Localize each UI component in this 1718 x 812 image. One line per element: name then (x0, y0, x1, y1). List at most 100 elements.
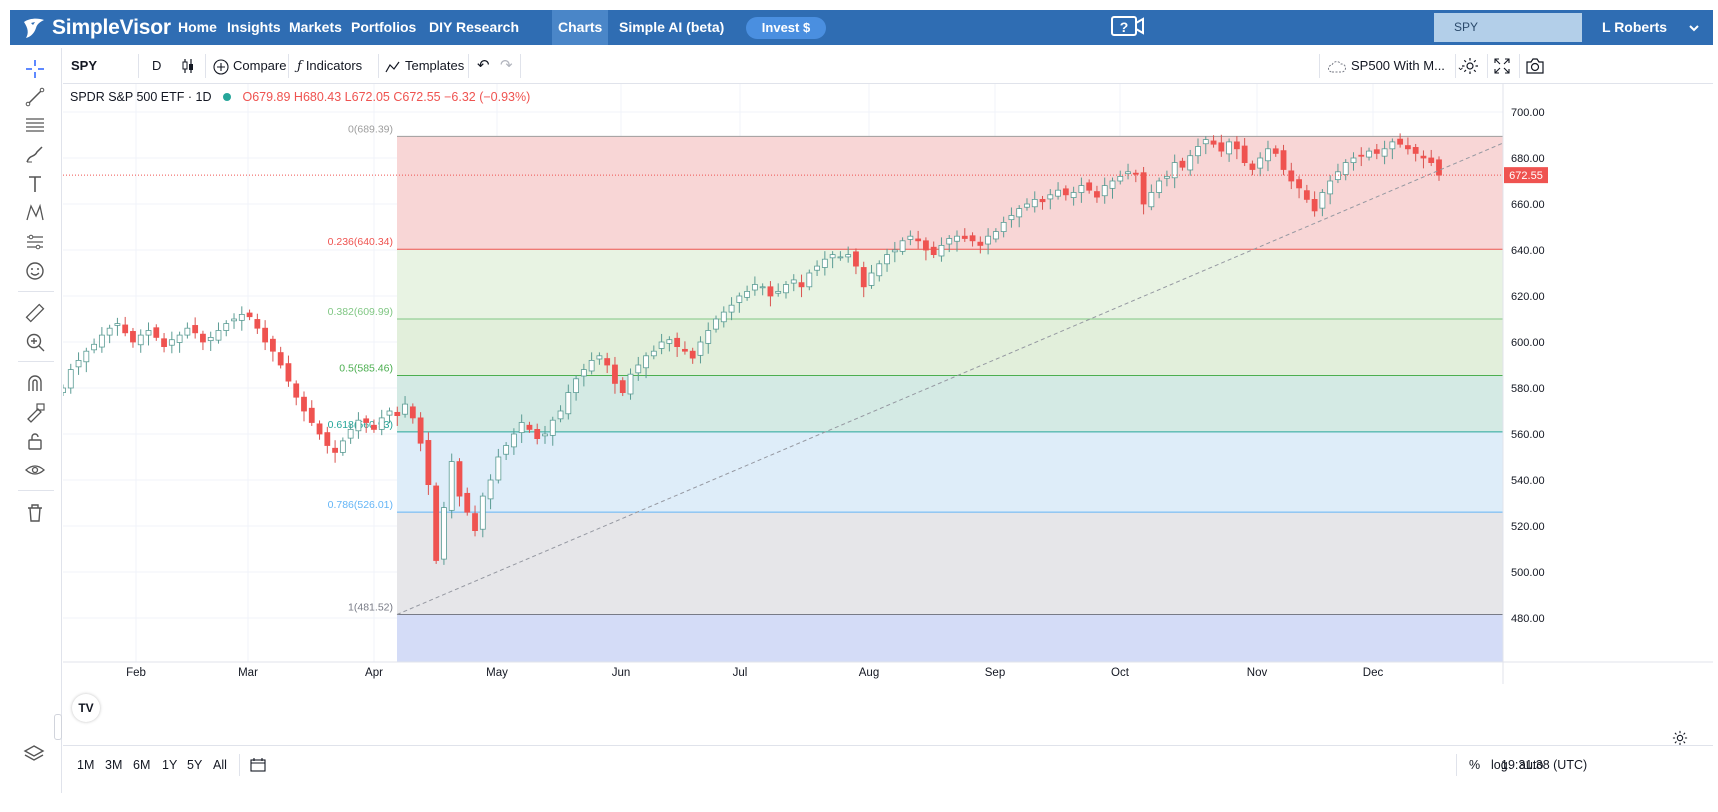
redo-icon[interactable]: ↷ (500, 57, 513, 74)
interval-selector[interactable]: D (152, 58, 162, 73)
fib-zone (397, 375, 1503, 432)
fib-retracement-drawing[interactable]: 0(689.39) 0.236(640.34) 0.382(609.99) 0.5(5… (328, 123, 1503, 662)
range-5y[interactable]: 5Y (187, 758, 203, 772)
prediction-icon[interactable] (24, 231, 46, 253)
candle-body (145, 330, 152, 336)
candle-body (1249, 163, 1256, 170)
candle-body (1373, 149, 1380, 154)
price-tick-label: 580.00 (1511, 383, 1545, 395)
candle-body (1428, 157, 1435, 163)
nav-simple-ai[interactable]: Simple AI (beta) (619, 19, 725, 35)
candle-body (549, 419, 556, 436)
zoom-in-icon[interactable] (24, 331, 46, 353)
candle-body (75, 359, 82, 368)
chart-toolbar: SPY D Compare ƒ Indicators Templates ↶ ↷ … (63, 48, 1713, 84)
price-chart[interactable]: 0(689.39) 0.236(640.34) 0.382(609.99) 0.5(5… (63, 84, 1713, 745)
fullscreen-icon[interactable] (1494, 58, 1510, 74)
magnet-icon[interactable] (24, 372, 46, 394)
compare-button[interactable]: Compare (213, 48, 286, 84)
price-tick-label: 680.00 (1511, 153, 1545, 165)
range-all[interactable]: All (213, 758, 227, 772)
crosshair-icon[interactable] (24, 58, 46, 80)
nav-diy-research[interactable]: DIY Research (429, 19, 520, 35)
candle-style-icon[interactable] (181, 58, 195, 74)
symbol-selector[interactable]: SPY (71, 58, 98, 73)
gear-icon[interactable] (1461, 57, 1479, 75)
candle-body (1078, 185, 1085, 193)
candle-body (433, 485, 440, 561)
chevron-down-icon[interactable] (1688, 23, 1700, 33)
price-tick-label: 620.00 (1511, 291, 1545, 303)
candle-body (355, 419, 362, 432)
time-tick-label: Sep (985, 667, 1005, 679)
price-tick-label: 560.00 (1511, 429, 1545, 441)
user-menu[interactable]: L Roberts (1602, 19, 1668, 35)
range-6m[interactable]: 6M (133, 758, 151, 772)
date-range-icon[interactable] (250, 758, 266, 772)
layers-icon[interactable] (23, 743, 45, 765)
ruler-icon[interactable] (24, 302, 46, 324)
fib-retracement-icon[interactable] (24, 114, 46, 136)
candle-body (1062, 188, 1069, 196)
candle-body (759, 286, 766, 289)
nav-markets[interactable]: Markets (289, 19, 342, 35)
trend-line[interactable] (396, 142, 1504, 615)
percent-scale-toggle[interactable]: % (1469, 758, 1481, 772)
candle-body (301, 396, 307, 412)
trend-line-drawing[interactable] (396, 142, 1504, 615)
candle-body (720, 311, 727, 323)
range-1m[interactable]: 1M (77, 758, 95, 772)
toolbar-divider (468, 54, 469, 78)
candle-body (215, 330, 222, 341)
candle-body (814, 265, 820, 271)
fib-level-label: 0.382(609.99) (328, 306, 393, 318)
layout-selector[interactable]: SP500 With M... ⌄ (1327, 48, 1465, 84)
candle-body (223, 323, 230, 331)
invest-button[interactable]: Invest $ (746, 17, 826, 39)
pattern-icon[interactable] (24, 202, 46, 224)
candle-body (1218, 142, 1225, 152)
brush-icon[interactable] (24, 144, 46, 166)
candle-body (1296, 179, 1302, 189)
auto-scale-toggle[interactable]: auto (1519, 758, 1544, 772)
trend-line-icon[interactable] (24, 86, 46, 108)
eye-icon[interactable] (24, 459, 46, 481)
candle-body (798, 282, 805, 288)
candlestick-series (63, 133, 1442, 565)
toolbar-collapse-handle[interactable] (54, 714, 62, 740)
templates-button[interactable]: Templates (385, 48, 464, 84)
nav-charts[interactable]: Charts (552, 10, 609, 45)
brand-logo[interactable]: SimpleVisor (22, 14, 171, 41)
candle-body (977, 241, 984, 246)
candle-body (837, 256, 844, 259)
nav-home[interactable]: Home (178, 19, 217, 35)
svg-text:?: ? (1120, 19, 1129, 35)
chart-axes: 700.00 680.00 660.00 640.00 620.00 600.00 580.… (63, 84, 1713, 684)
clock-utc[interactable]: 19:31:38 (UTC) (1501, 758, 1588, 772)
candle-body (829, 254, 836, 259)
help-video-icon[interactable]: ? (1110, 15, 1146, 39)
camera-icon[interactable] (1525, 57, 1545, 75)
range-1y[interactable]: 1Y (162, 758, 178, 772)
candle-body (860, 267, 867, 288)
nav-portfolios[interactable]: Portfolios (351, 19, 417, 35)
series-legend: SPDR S&P 500 ETF · 1D O679.89 H680.43 L6… (70, 90, 530, 104)
indicators-button[interactable]: ƒ Indicators (297, 48, 362, 84)
range-3m[interactable]: 3M (105, 758, 123, 772)
tradingview-logo[interactable]: TV (72, 694, 100, 722)
emoji-icon[interactable] (24, 260, 46, 282)
log-scale-toggle[interactable]: log (1491, 758, 1508, 772)
undo-icon[interactable]: ↶ (477, 57, 490, 74)
gear-icon[interactable] (1672, 730, 1688, 746)
toolbar-divider (239, 754, 240, 776)
symbol-search-input[interactable] (1434, 13, 1582, 42)
candle-body (1117, 176, 1124, 182)
candle-body (821, 258, 828, 268)
text-icon[interactable] (24, 173, 46, 195)
nav-insights[interactable]: Insights (227, 19, 281, 35)
lock-icon[interactable] (24, 430, 46, 452)
candle-body (868, 272, 875, 286)
lock-drawing-icon[interactable] (24, 401, 46, 423)
candle-body (386, 410, 393, 416)
trash-icon[interactable] (24, 502, 46, 524)
